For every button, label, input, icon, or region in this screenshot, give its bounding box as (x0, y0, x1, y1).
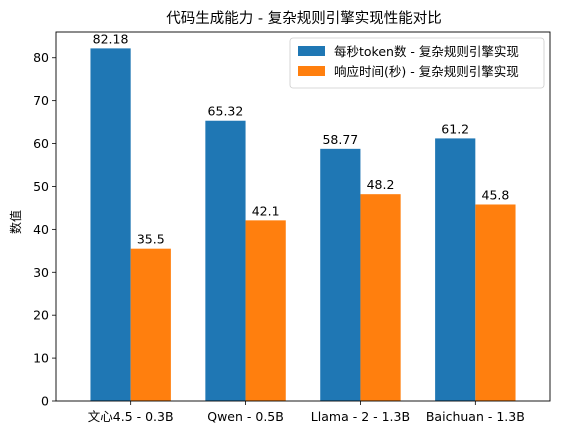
y-tick-label: 20 (33, 308, 49, 323)
legend-swatch-1 (298, 46, 325, 56)
data-label: 42.1 (252, 203, 280, 218)
bar-1-2 (205, 120, 246, 401)
chart-title: 代码生成能力 - 复杂规则引擎实现性能对比 (166, 9, 441, 27)
plot-frame (55, 31, 551, 402)
plot-area: 0 10 20 30 40 50 60 70 80 82.18 35.5 文心4.5 - 0.3B 65… (33, 31, 551, 424)
y-tick-label: 50 (33, 179, 49, 194)
bar-2-3 (360, 194, 401, 401)
legend-swatch-2 (298, 66, 325, 76)
bar-1-1 (90, 48, 131, 401)
bar-1-4 (435, 138, 476, 401)
y-tick-label: 80 (33, 50, 49, 65)
bar-2-4 (475, 204, 516, 401)
data-label: 58.77 (322, 132, 358, 147)
bar-2-1 (130, 248, 171, 401)
data-label: 82.18 (93, 31, 129, 46)
legend-box (289, 37, 545, 89)
data-label: 48.2 (367, 177, 395, 192)
bar-1-3 (320, 148, 361, 401)
x-tick-label: Qwen - 0.5B (207, 409, 284, 424)
y-tick-label: 40 (33, 222, 49, 237)
data-label: 35.5 (137, 232, 165, 247)
legend-entry-2: 响应时间(秒) - 复杂规则引擎实现 (334, 64, 519, 79)
y-tick-label: 30 (33, 265, 49, 280)
x-tick-label: Llama - 2 - 1.3B (311, 409, 410, 424)
y-tick-label: 10 (33, 351, 49, 366)
y-tick-label: 70 (33, 93, 49, 108)
y-axis-label: 数值 (8, 210, 23, 234)
data-label: 65.32 (208, 104, 244, 119)
y-tick-label: 60 (33, 136, 49, 151)
data-label: 45.8 (482, 187, 510, 202)
y-tick-label: 0 (41, 394, 49, 409)
data-label: 61.2 (441, 121, 469, 136)
bar-2-2 (245, 220, 286, 401)
x-tick-label: 文心4.5 - 0.3B (88, 409, 174, 424)
legend-entry-1: 每秒token数 - 复杂规则引擎实现 (334, 44, 519, 59)
x-tick-label: Baichuan - 1.3B (426, 409, 525, 424)
